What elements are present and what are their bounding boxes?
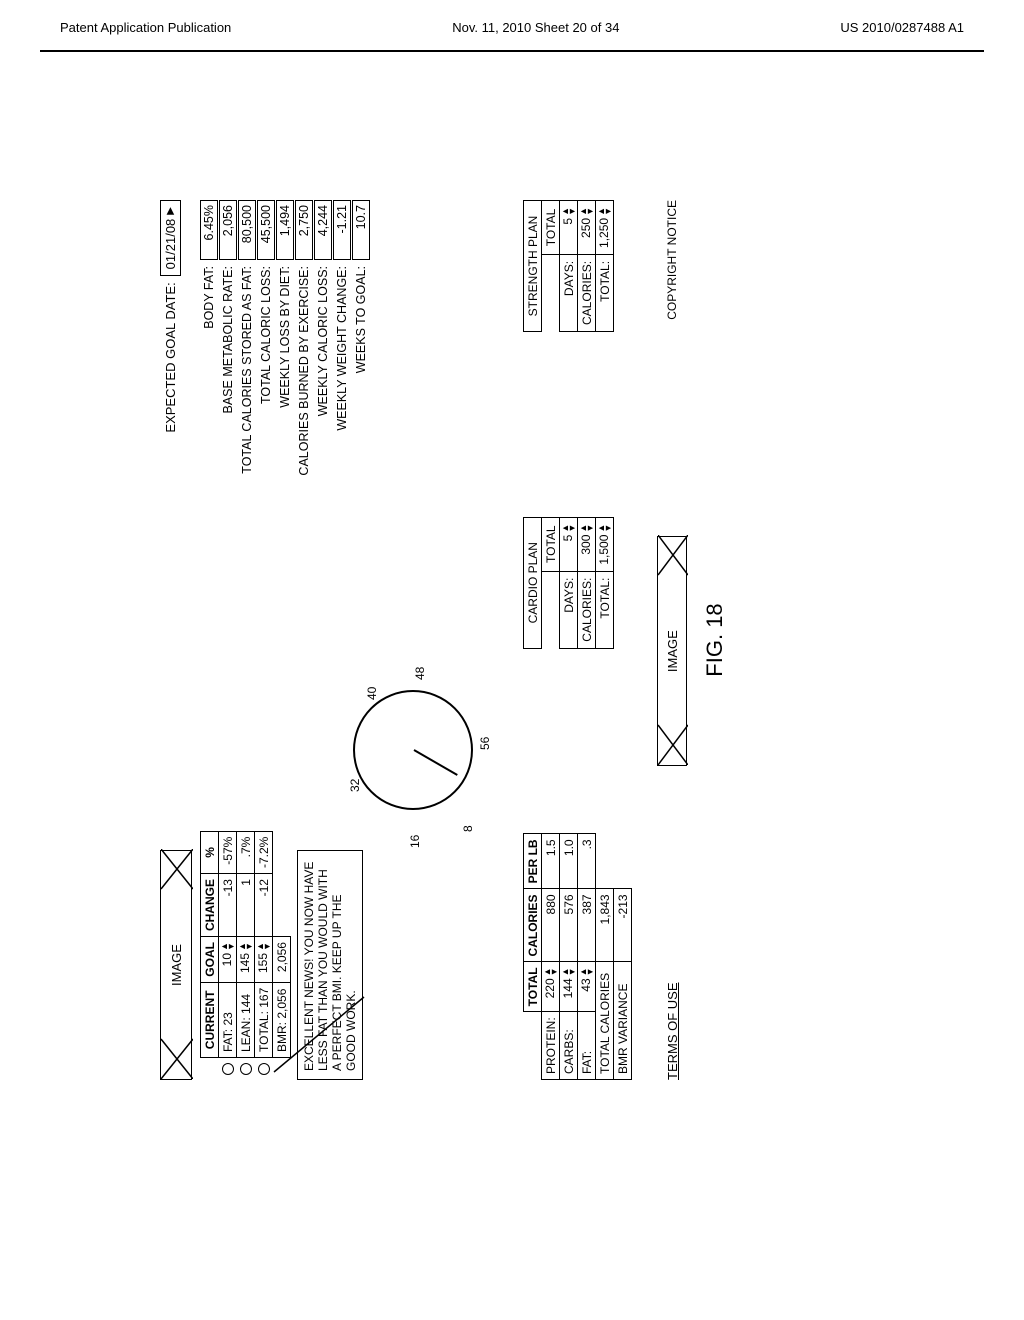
stats-value: 6.45%	[200, 200, 218, 260]
stats-row: TOTAL CALORIES STORED AS FAT: 80,500	[238, 200, 256, 620]
radio-icon[interactable]	[240, 1063, 252, 1075]
table-row: PROTEIN: 220▲▼ 880 1.5	[542, 834, 560, 1080]
stepper-icon[interactable]: ▲▼	[562, 207, 576, 216]
dial-marker: 32	[348, 779, 362, 792]
stats-value: 45,500	[257, 200, 275, 260]
col-change: CHANGE	[201, 874, 219, 937]
stepper-icon[interactable]: ▲▼	[239, 942, 253, 951]
stepper-icon[interactable]: ▲▼	[598, 207, 612, 216]
stats-row: WEEKS TO GOAL: 10.7	[352, 200, 370, 620]
table-row: TOTAL CALORIES 1,843	[596, 834, 614, 1080]
stepper-icon[interactable]: ▲▼	[580, 207, 594, 216]
stepper-icon[interactable]: ▲▼	[562, 524, 576, 533]
header-rule	[40, 50, 984, 52]
stats-row: BASE METABOLIC RATE: 2,056	[219, 200, 237, 620]
dial-marker: 48	[413, 667, 427, 680]
stepper-icon[interactable]: ▲▼	[221, 942, 235, 951]
stats-row: WEEKLY WEIGHT CHANGE: -1.21	[333, 200, 351, 620]
table-row: BMR VARIANCE -213	[614, 834, 632, 1080]
stats-row: TOTAL CALORIC LOSS: 45,500	[257, 200, 275, 620]
stats-row: WEEKLY LOSS BY DIET: 1,494	[276, 200, 294, 620]
goal-date-field[interactable]: 01/21/08 ▶	[160, 200, 181, 276]
col-current: CURRENT	[201, 982, 219, 1057]
header-left: Patent Application Publication	[60, 20, 231, 35]
stats-row: WEEKLY CALORIC LOSS: 4,244	[314, 200, 332, 620]
stats-value: 2,750	[295, 200, 313, 260]
col-goal: GOAL	[201, 937, 219, 983]
table-row: FAT: 23 10▲▼ -13 -57%	[219, 831, 237, 1080]
macro-table: TOTAL CALORIES PER LB PROTEIN: 220▲▼ 880…	[523, 833, 632, 1080]
stats-label: WEEKS TO GOAL:	[354, 266, 368, 373]
page-header: Patent Application Publication Nov. 11, …	[0, 0, 1024, 45]
table-row: CARBS: 144▲▼ 576 1.0	[560, 834, 578, 1080]
goal-date-value: 01/21/08	[163, 219, 178, 270]
stats-row: CALORIES BURNED BY EXERCISE: 2,750	[295, 200, 313, 620]
stats-value: -1.21	[333, 200, 351, 260]
copyright-notice: COPYRIGHT NOTICE	[665, 200, 679, 320]
goal-date: EXPECTED GOAL DATE: 01/21/08 ▶	[160, 200, 181, 433]
goal-date-label: EXPECTED GOAL DATE:	[163, 282, 178, 432]
stats-label: TOTAL CALORIES STORED AS FAT:	[240, 266, 254, 474]
dial-marker: 8	[461, 825, 475, 832]
stepper-icon[interactable]: ▲▼	[580, 967, 594, 976]
image-placeholder-top: IMAGE	[160, 850, 192, 1080]
stats-label: BODY FAT:	[202, 266, 216, 329]
stats-label: WEEKLY LOSS BY DIET:	[278, 266, 292, 408]
stats-value: 4,244	[314, 200, 332, 260]
radio-icon[interactable]	[222, 1063, 234, 1075]
stats-label: CALORIES BURNED BY EXERCISE:	[297, 266, 311, 476]
stats-label: WEEKLY WEIGHT CHANGE:	[335, 266, 349, 431]
stepper-icon[interactable]: ▲▼	[257, 942, 271, 951]
stepper-icon[interactable]: ▲▼	[562, 967, 576, 976]
stats-label: BASE METABOLIC RATE:	[221, 266, 235, 414]
dial-marker: 56	[478, 737, 492, 750]
stats-value: 80,500	[238, 200, 256, 260]
stats-row: BODY FAT: 6.45%	[200, 200, 218, 620]
dial-marker: 40	[365, 687, 379, 700]
col-pct: %	[201, 831, 219, 873]
stepper-icon[interactable]: ▲▼	[598, 524, 612, 533]
dial-gauge: 56816324048	[353, 640, 493, 830]
image-placeholder-bottom: IMAGE	[657, 536, 687, 766]
figure-label: FIG. 18	[702, 200, 728, 1080]
stats-label: TOTAL CALORIC LOSS:	[259, 266, 273, 404]
table-row: LEAN: 144 145▲▼ 1 .7%	[237, 831, 255, 1080]
stats-label: WEEKLY CALORIC LOSS:	[316, 266, 330, 416]
header-center: Nov. 11, 2010 Sheet 20 of 34	[452, 20, 619, 35]
stats-value: 10.7	[352, 200, 370, 260]
image-label: IMAGE	[169, 944, 184, 986]
stepper-icon[interactable]: ▲▼	[544, 967, 558, 976]
cardio-plan-table: CARDIO PLAN TOTAL DAYS:5▲▼ CALORIES:300▲…	[523, 517, 614, 649]
header-right: US 2010/0287488 A1	[840, 20, 964, 35]
terms-link[interactable]: TERMS OF USE	[665, 982, 680, 1080]
stats-value: 2,056	[219, 200, 237, 260]
stats-value: 1,494	[276, 200, 294, 260]
table-row: FAT: 43▲▼ 387 .3	[578, 834, 596, 1080]
dial-marker: 16	[408, 835, 422, 848]
ui-root: IMAGE EXPECTED GOAL DATE: 01/21/08 ▶ CUR…	[160, 200, 728, 1080]
dropdown-icon[interactable]: ▶	[165, 207, 176, 215]
strength-plan-table: STRENGTH PLAN TOTAL DAYS:5▲▼ CALORIES:25…	[523, 200, 614, 332]
stepper-icon[interactable]: ▲▼	[580, 524, 594, 533]
stats-list: BODY FAT:6.45%BASE METABOLIC RATE:2,056T…	[200, 200, 370, 620]
